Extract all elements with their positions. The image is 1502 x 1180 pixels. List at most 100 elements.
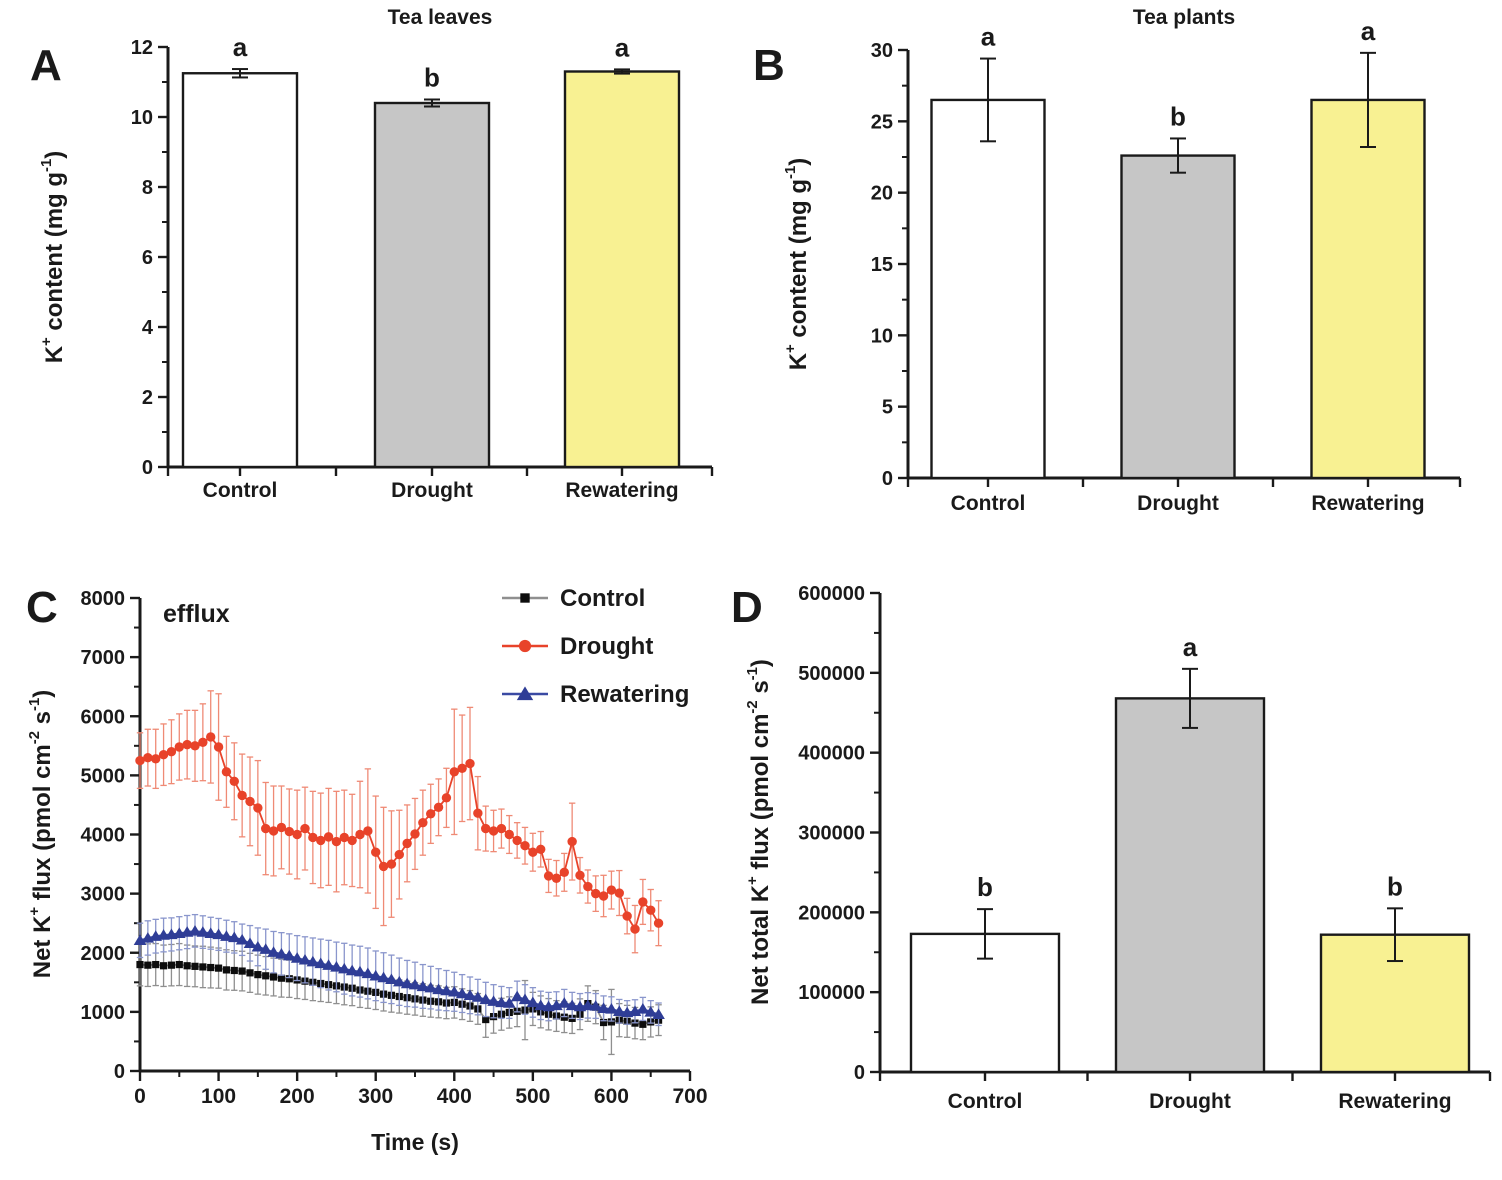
category-label-drought: Drought [391, 479, 473, 502]
y-tick-label: 30 [871, 40, 893, 62]
category-label-drought: Drought [1137, 492, 1219, 515]
significance-letter: b [1170, 101, 1186, 131]
panel-a: A Tea leaves K+ content (mg g-1) 0 2 4 6 8 10 12 a… [30, 6, 714, 502]
circle-marker [449, 767, 459, 777]
square-marker [136, 960, 144, 969]
triangle-marker [337, 962, 351, 974]
circle-marker [457, 763, 467, 773]
y-tick-label: 3000 [81, 884, 126, 906]
triangle-marker [212, 928, 225, 940]
triangle-marker [385, 973, 398, 985]
circle-marker [135, 755, 145, 766]
circle-marker [300, 823, 310, 834]
panel-d-y-axis-label: Net total K+ flux (pmol cm-2 s-1) [745, 659, 774, 1005]
square-marker [175, 960, 183, 969]
circle-marker [528, 847, 538, 857]
bar-rewatering [1310, 98, 1426, 480]
circle-marker [339, 832, 349, 843]
bar-drought [373, 101, 491, 469]
category-label-rewatering: Rewatering [565, 479, 678, 502]
circle-marker [221, 767, 232, 777]
legend-triangle-marker [516, 686, 534, 701]
y-tick-label: 8 [142, 177, 153, 199]
circle-marker [606, 885, 617, 895]
category-label-control: Control [203, 479, 278, 502]
panel-c-y-axis: 0 1000 2000 3000 4000 5000 6000 7000 8000 [81, 588, 142, 1083]
triangle-marker [612, 1005, 626, 1016]
circle-marker [143, 752, 153, 763]
panel-d-y-axis: 0 100000 200000 300000 400000 500000 600000 [798, 583, 882, 1084]
circle-marker [591, 888, 601, 899]
triangle-marker [463, 989, 477, 1001]
triangle-marker [447, 985, 461, 997]
y-tick-label: 200000 [798, 902, 865, 924]
triangle-marker [589, 1000, 603, 1011]
y-tick-label: 8000 [81, 588, 126, 610]
significance-letter: a [981, 22, 996, 52]
bar-rewatering [563, 70, 681, 469]
triangle-marker [518, 993, 532, 1005]
triangle-marker [267, 946, 280, 957]
circle-marker [465, 758, 475, 769]
circle-marker [551, 873, 562, 883]
triangle-marker [314, 957, 328, 969]
circle-marker [190, 741, 200, 751]
triangle-marker [259, 943, 273, 954]
circle-marker [575, 870, 585, 880]
panel-b-y-axis: 0 5 10 15 20 25 30 [871, 40, 910, 490]
triangle-marker [298, 953, 312, 965]
bar-control [181, 72, 299, 469]
square-marker [207, 963, 215, 972]
circle-marker [567, 836, 577, 847]
category-label-rewatering: Rewatering [1338, 1090, 1451, 1113]
error-bar-control [232, 68, 248, 79]
circle-marker [213, 742, 224, 752]
triangle-marker [565, 999, 579, 1011]
circle-marker [559, 867, 569, 878]
triangle-marker [251, 940, 265, 952]
triangle-marker [502, 997, 516, 1008]
circle-marker [316, 835, 326, 846]
circle-marker [355, 829, 365, 840]
efflux-annotation: efflux [163, 600, 230, 628]
circle-marker [614, 888, 624, 898]
square-marker [277, 974, 286, 982]
legend-item-drought: Drought [502, 633, 653, 660]
circle-marker [253, 803, 263, 813]
error-bar-drought [424, 98, 440, 108]
triangle-marker [526, 996, 540, 1008]
triangle-marker [495, 996, 508, 1008]
circle-marker [410, 829, 420, 839]
square-marker [285, 975, 293, 983]
x-tick-label: 700 [672, 1085, 707, 1108]
square-marker [269, 973, 278, 981]
triangle-marker [636, 1003, 650, 1014]
x-tick-label: 200 [280, 1085, 315, 1108]
circle-marker [261, 823, 271, 834]
x-tick-label: 300 [358, 1085, 393, 1108]
y-tick-label: 10 [131, 107, 153, 129]
panel-a-bars: a Control b Drought a Rewatering [181, 32, 681, 502]
triangle-marker [652, 1008, 665, 1019]
circle-marker [229, 776, 239, 786]
circle-marker [426, 809, 436, 819]
y-tick-label: 10 [871, 325, 893, 347]
square-marker [167, 961, 176, 969]
triangle-marker [581, 999, 595, 1011]
circle-marker [276, 822, 287, 833]
significance-letter: b [424, 63, 440, 93]
circle-marker [496, 823, 507, 834]
triangle-marker [306, 955, 320, 967]
triangle-marker [220, 930, 233, 941]
y-tick-label: 2 [142, 387, 153, 409]
square-marker [152, 960, 160, 969]
circle-marker [543, 871, 554, 881]
legend-label-rewatering: Rewatering [560, 681, 689, 708]
significance-letter: b [1387, 871, 1403, 901]
triangle-marker [408, 978, 422, 990]
triangle-marker [235, 933, 249, 945]
panel-letter-a: A [30, 41, 62, 90]
circle-marker [630, 924, 640, 934]
triangle-marker [345, 964, 359, 976]
